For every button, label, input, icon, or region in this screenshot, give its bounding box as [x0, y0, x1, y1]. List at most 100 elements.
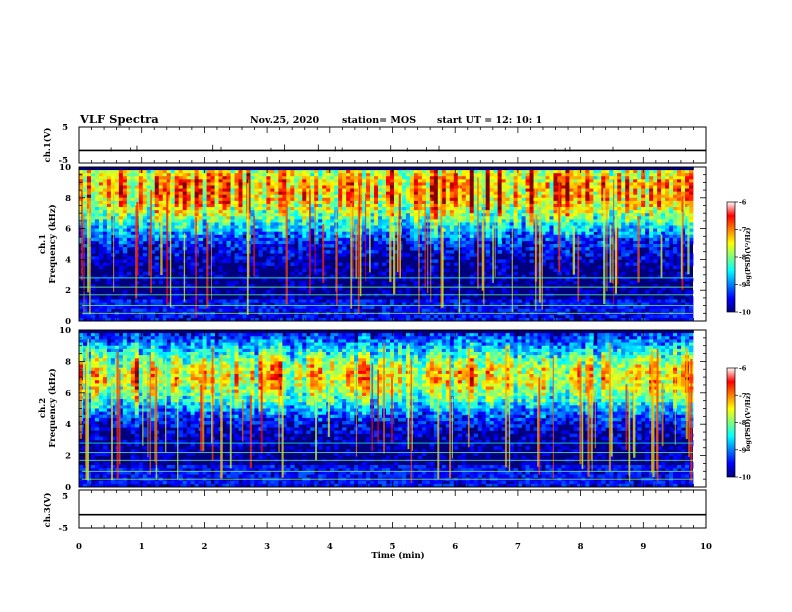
ch1-spec-pixel [689, 290, 694, 294]
ch1-spec-pixel [421, 228, 427, 233]
ch1-spec-pixel [421, 182, 427, 186]
ch1-spec-pixel [673, 185, 678, 189]
ch1-spec-pixel [146, 203, 152, 208]
ch1-spec-pixel [505, 185, 510, 189]
ch1-spec-pixel [374, 216, 379, 220]
ch1-spec-pixel [346, 182, 351, 186]
ch1-spec-pixel [389, 173, 395, 177]
ch1-spec-pixel [130, 244, 136, 248]
ch1-spec-pixel [358, 185, 363, 189]
ch1-spec-pixel [505, 191, 510, 196]
ch1-spec-pixel [633, 234, 638, 239]
ch1-spec-pixel [433, 265, 439, 270]
ch1-spec-pixel [310, 203, 315, 208]
ch1-spec-pixel [389, 188, 395, 193]
ch1-spec-pixel [577, 194, 582, 199]
ch1-spec-pixel [154, 240, 160, 245]
ch1-spec-pixel [661, 219, 666, 223]
ch1-spec-pixel [278, 197, 283, 202]
ch1-spec-pixel [669, 188, 674, 193]
ch1-spec-pixel [322, 170, 327, 174]
ch1-spec-pixel [465, 256, 471, 260]
ch1-spec-pixel [206, 203, 211, 208]
ch1-spec-pixel [334, 182, 339, 186]
ch1-spec-pixel [465, 225, 471, 229]
ch1-spec-pixel [609, 219, 614, 223]
ch1-spec-pixel [549, 182, 554, 186]
ch1-spec-pixel [254, 210, 259, 214]
ch1-spec-pixel [330, 240, 335, 245]
ch1-spec-pixel [166, 210, 172, 214]
ch1-spec-pixel [370, 210, 375, 214]
ch1-spec-pixel [106, 228, 112, 233]
ch1-spec-pixel [302, 240, 307, 245]
ch1-spec-pixel [210, 234, 215, 239]
ch1-spec-pixel [258, 173, 263, 177]
ch1-spec-pixel [326, 256, 331, 260]
ch1-spec-pixel [669, 179, 674, 183]
ch1-spec-pixel [545, 173, 550, 177]
ch1-spec-pixel [449, 228, 455, 233]
ch1-spec-pixel [429, 210, 435, 214]
ch1-spec-pixel [669, 234, 674, 239]
ch1-spec-pixel [677, 176, 682, 180]
ch1-spec-pixel [234, 203, 239, 208]
ch1-spec-pixel [174, 231, 180, 236]
ch1-spec-pixel [685, 253, 690, 257]
ch1-spec-pixel [218, 265, 223, 270]
ch1-spec-pixel [677, 173, 682, 177]
ch1-spec-pixel [529, 219, 534, 223]
ch1-spec-pixel [110, 253, 116, 257]
ch1-spec-pixel [226, 256, 231, 260]
ch1-spec-pixel [138, 200, 144, 205]
ch1-spec-pixel [389, 194, 395, 199]
ch1-spec-pixel [138, 299, 144, 303]
ch1-spec-pixel [142, 284, 148, 288]
ch1-spec-pixel [114, 250, 120, 254]
ch1-spec-pixel [186, 213, 192, 217]
ch1-spec-pixel [429, 225, 435, 229]
ch1-spec-pixel [90, 191, 96, 196]
ch1-spec-pixel [597, 219, 602, 223]
ch1-spec-pixel [497, 225, 503, 229]
ch1-spec-pixel [477, 191, 483, 196]
ch1-spec-pixel [409, 191, 415, 196]
ch1-spec-pixel [561, 228, 566, 233]
ch1-spec-pixel [106, 200, 112, 205]
ch1-spec-pixel [262, 188, 267, 193]
ch1-spec-pixel [154, 247, 160, 251]
ch1-spec-pixel [198, 268, 203, 273]
ch1-spec-pixel [405, 185, 411, 189]
ch1-spec-pixel [589, 191, 594, 196]
ch1-spec-pixel [322, 179, 327, 183]
ch1-spec-pixel [362, 228, 367, 233]
ch1-spec-pixel [338, 250, 343, 254]
ch1-spec-pixel [633, 240, 638, 245]
ch1-spec-pixel [310, 213, 315, 217]
ch1-spec-pixel [294, 170, 299, 174]
ch1-spec-pixel [262, 247, 267, 251]
ch1-spec-pixel [218, 268, 223, 273]
ch1-spec-pixel [545, 216, 550, 220]
ch1-spec-pixel [222, 194, 227, 199]
ch1-spec-pixel [302, 244, 307, 248]
ch1-spec-pixel [242, 280, 247, 285]
ch1-spec-pixel [258, 191, 263, 196]
ch1-spec-pixel [190, 176, 196, 180]
ch1-spec-pixel [417, 274, 423, 279]
ch1-spec-pixel [362, 210, 367, 214]
ch1-spec-pixel [234, 299, 239, 303]
ch1-spec-pixel [441, 268, 447, 273]
ch1-spec-pixel [374, 185, 379, 189]
ch1-spec-pixel [461, 197, 467, 202]
ch1-spec-pixel [577, 188, 582, 193]
ch1-spec-pixel [142, 203, 148, 208]
ch1-spec-pixel [449, 244, 455, 248]
ch1-spec-pixel [214, 225, 219, 229]
ch1-spec-pixel [625, 256, 630, 260]
ch1-spec-pixel [625, 191, 630, 196]
ch1-spec-pixel [685, 179, 690, 183]
ch1-spec-pixel [409, 194, 415, 199]
ch1-spec-pixel [477, 200, 483, 205]
ch1-spec-pixel [298, 296, 303, 300]
